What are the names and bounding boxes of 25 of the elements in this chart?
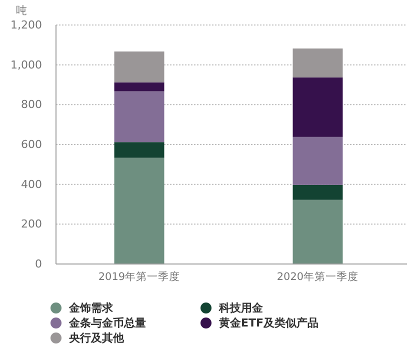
legend-label: 黄金ETF及类似产品 bbox=[218, 316, 319, 330]
bar bbox=[114, 82, 164, 92]
bar bbox=[292, 48, 343, 78]
x-tick-label: 2019年第一季度 bbox=[98, 270, 180, 283]
legend-label: 央行及其他 bbox=[68, 332, 125, 344]
bar bbox=[114, 51, 164, 82]
bar bbox=[114, 142, 164, 158]
bar bbox=[292, 184, 343, 200]
y-tick-label: 400 bbox=[21, 178, 42, 191]
y-tick-label: 600 bbox=[21, 138, 42, 151]
legend-label: 金条与金币总量 bbox=[68, 316, 146, 330]
legend-label: 科技用金 bbox=[218, 302, 264, 314]
y-tick-label: 1,200 bbox=[10, 18, 42, 32]
bar bbox=[292, 200, 343, 264]
y-tick-label: 0 bbox=[35, 258, 42, 270]
bar bbox=[292, 77, 343, 137]
y-axis-title: 吨 bbox=[16, 4, 27, 17]
x-tick-label: 2020年第一季度 bbox=[276, 270, 359, 283]
y-tick-label: 1,000 bbox=[10, 58, 42, 72]
y-tick-label: 200 bbox=[21, 218, 42, 231]
bar bbox=[114, 91, 164, 142]
bar bbox=[114, 158, 164, 264]
bar bbox=[292, 136, 343, 185]
y-tick-label: 800 bbox=[21, 98, 42, 112]
legend-label: 金饰需求 bbox=[68, 302, 114, 314]
